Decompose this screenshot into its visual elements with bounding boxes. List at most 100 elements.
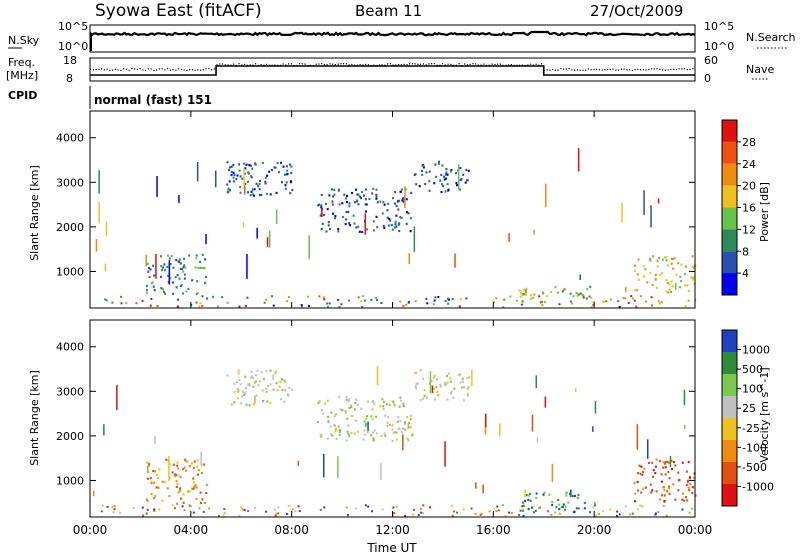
streak-cell — [575, 388, 577, 392]
nave-dot — [598, 69, 600, 71]
range-cell — [148, 464, 151, 467]
range-cell — [258, 380, 261, 383]
near-range-cell — [425, 297, 428, 300]
near-range-cell — [120, 295, 123, 298]
range-cell — [449, 170, 452, 173]
nave-dot — [678, 68, 680, 70]
nave-dot — [554, 69, 556, 71]
range-cell — [373, 402, 376, 405]
nave-dot — [224, 64, 226, 66]
range-cell — [269, 401, 272, 404]
range-cell — [159, 255, 162, 258]
range-cell — [691, 255, 694, 258]
nave-dot — [345, 63, 347, 65]
range-cell — [452, 396, 455, 399]
range-cell — [550, 290, 552, 294]
range-cell — [265, 387, 268, 390]
range-cell — [351, 414, 353, 417]
freq-label-2: [MHz] — [6, 69, 38, 82]
range-cell — [160, 287, 163, 290]
range-cell — [256, 369, 259, 372]
range-cell — [237, 372, 240, 375]
nave-dot — [312, 64, 314, 67]
nave-dot — [238, 63, 240, 65]
range-cell — [402, 197, 405, 200]
range-cell — [651, 489, 654, 492]
nave-dot — [120, 69, 122, 71]
range-cell — [433, 387, 436, 390]
streak-cell — [551, 463, 554, 482]
range-cell — [583, 507, 586, 510]
colorbar-tick-label: 100 — [742, 383, 763, 396]
range-cell — [265, 390, 268, 394]
near-range-cell — [421, 512, 424, 514]
range-cell — [433, 376, 435, 379]
range-cell — [677, 262, 680, 265]
range-cell — [244, 391, 247, 394]
nave-dot — [502, 64, 504, 66]
range-cell — [520, 292, 523, 295]
near-range-cell — [150, 298, 153, 300]
range-cell — [359, 195, 361, 198]
range-cell — [649, 259, 652, 262]
range-cell — [569, 492, 571, 495]
near-range-cell — [521, 505, 524, 508]
range-cell — [398, 222, 401, 225]
nave-dot — [439, 64, 441, 66]
range-cell — [183, 466, 186, 469]
near-range-cell — [546, 295, 549, 298]
streak-cell — [367, 421, 369, 431]
range-cell — [287, 394, 290, 397]
range-cell — [465, 168, 468, 172]
range-cell — [687, 486, 690, 489]
range-cell — [407, 439, 410, 442]
noise-frame — [89, 24, 696, 53]
range-cell — [662, 461, 665, 464]
range-cell — [251, 193, 254, 196]
range-cell — [363, 420, 366, 423]
range-cell — [236, 390, 239, 393]
nave-dot — [689, 68, 691, 70]
range-cell — [179, 475, 182, 478]
nave-dot — [615, 69, 617, 71]
nave-dot — [667, 69, 669, 71]
colorbar-tick-label: 28 — [742, 136, 756, 149]
nave-dot — [161, 68, 163, 70]
range-cell — [679, 286, 681, 289]
range-cell — [238, 379, 241, 382]
range-cell — [381, 212, 384, 215]
nave-dot — [197, 69, 199, 71]
nave-dot — [574, 69, 576, 71]
streak-cell — [404, 186, 406, 209]
range-cell — [251, 375, 253, 378]
range-cell — [382, 405, 385, 408]
range-cell — [365, 203, 368, 206]
near-range-cell — [412, 513, 415, 516]
near-range-cell — [294, 510, 297, 513]
range-cell — [265, 370, 268, 373]
range-cell — [338, 433, 341, 436]
range-cell — [535, 496, 538, 500]
nave-dot — [321, 63, 323, 65]
range-cell — [693, 282, 696, 285]
range-cell — [675, 273, 678, 276]
near-range-cell — [272, 304, 275, 307]
range-cell — [163, 290, 165, 293]
range-cell — [394, 431, 396, 434]
range-cell — [175, 474, 178, 477]
near-range-cell — [540, 301, 543, 303]
nave-dot — [279, 64, 281, 66]
near-range-cell — [113, 508, 116, 511]
nave-dot — [334, 64, 336, 66]
range-cell — [440, 190, 443, 194]
near-range-cell — [665, 514, 668, 517]
range-cell — [147, 462, 150, 465]
near-range-cell — [633, 299, 636, 302]
nave-dot — [508, 64, 510, 66]
streak-cell — [156, 176, 158, 197]
near-range-cell — [515, 299, 518, 302]
range-cell — [665, 290, 668, 293]
nave-dot — [150, 68, 152, 70]
nave-dot — [235, 64, 237, 66]
range-cell — [262, 378, 265, 381]
